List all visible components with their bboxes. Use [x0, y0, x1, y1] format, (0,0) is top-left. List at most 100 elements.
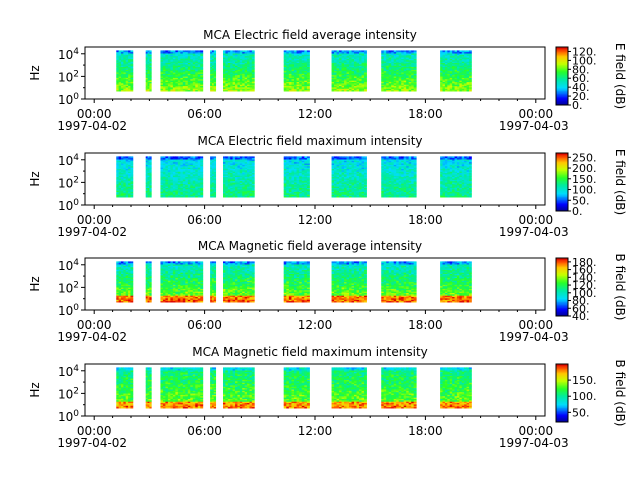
heatmap-cell: [291, 156, 294, 158]
panel-title: MCA Electric field maximum intensity: [197, 134, 422, 148]
heatmap-cell: [457, 50, 460, 52]
heatmap-cell: [175, 156, 178, 158]
heatmap-cell: [190, 156, 193, 158]
heatmap-cell: [195, 50, 198, 52]
heatmap-cell: [247, 156, 250, 158]
heatmap-cell: [252, 50, 255, 52]
heatmap-cell: [247, 50, 250, 52]
heatmap-cell: [401, 50, 404, 52]
heatmap-cell: [225, 156, 228, 158]
heatmap-cell: [130, 50, 133, 52]
heatmap-cell: [462, 50, 465, 52]
heatmap-cell: [252, 156, 255, 158]
heatmap-cell: [223, 50, 226, 52]
heatmap-cell: [121, 156, 124, 158]
heatmap-cell: [230, 50, 233, 52]
heatmap-cell: [116, 50, 119, 52]
heatmap-cell: [362, 50, 365, 52]
heatmap-cell: [450, 50, 453, 52]
heatmap-cell: [193, 156, 196, 158]
heatmap-cell: [404, 50, 407, 52]
heatmap-cell: [237, 50, 240, 52]
heatmap-cell: [149, 156, 151, 158]
y-tick-label: 102: [58, 69, 79, 84]
spectrogram-panel: MCA Electric field average intensity1001…: [28, 28, 627, 133]
heatmap-cell: [406, 50, 409, 52]
heatmap-cell: [469, 50, 472, 52]
heatmap-cell: [185, 156, 188, 158]
heatmap-cell: [294, 156, 297, 158]
heatmap-cell: [459, 50, 462, 52]
heatmap-cell: [173, 50, 176, 52]
panel-title: MCA Electric field average intensity: [203, 28, 417, 42]
heatmap-cell: [173, 156, 176, 158]
heatmap-cell: [455, 50, 458, 52]
heatmap-cell: [297, 50, 300, 52]
heatmap-cell: [291, 50, 294, 52]
heatmap-cell: [128, 50, 131, 52]
heatmap-cell: [467, 50, 470, 52]
colorbar-tick-label: 120.: [572, 45, 597, 58]
heatmap-cell: [452, 50, 455, 52]
heatmap-cell: [130, 156, 133, 158]
plot-frame: [85, 47, 545, 99]
heatmap-cell: [160, 156, 163, 158]
heatmap-cell: [307, 156, 310, 158]
y-axis-label: Hz: [28, 65, 42, 80]
heatmap-cell: [126, 156, 129, 158]
heatmap-cell: [119, 50, 122, 52]
heatmap-cell: [347, 50, 350, 52]
heatmap-cell: [411, 50, 414, 52]
colorbar: 0.20.40.60.80.100.120.E field (dB): [556, 43, 627, 112]
x-tick-label: 18:00: [408, 107, 443, 121]
heatmap-cell: [354, 50, 357, 52]
heatmap-cell: [225, 50, 228, 52]
heatmap-cell: [242, 50, 245, 52]
heatmap-cell: [180, 50, 183, 52]
heatmap-cell: [342, 50, 345, 52]
heatmap-cell: [175, 50, 178, 52]
heatmap-cell: [364, 50, 367, 52]
heatmap-cell: [286, 50, 289, 52]
colorbar-label: E field (dB): [613, 43, 627, 109]
heatmap-cell: [183, 50, 186, 52]
heatmap-cell: [178, 156, 181, 158]
x-date-label: 1997-04-03: [499, 119, 569, 133]
heatmap-cell: [384, 156, 387, 158]
heatmap-cell: [214, 156, 216, 158]
heatmap-cell: [249, 156, 252, 158]
heatmap-cell: [235, 156, 238, 158]
heatmap-cell: [185, 50, 188, 52]
heatmap-cell: [190, 50, 193, 52]
heatmap-cell: [307, 50, 310, 52]
heatmap-cell: [188, 156, 191, 158]
heatmap-cell: [334, 50, 337, 52]
heatmap-cells: [116, 50, 472, 91]
heatmap-cell: [289, 156, 292, 158]
heatmap-cell: [163, 50, 166, 52]
heatmap-cell: [357, 50, 360, 52]
heatmap-cell: [286, 156, 289, 158]
heatmap-cell: [299, 156, 302, 158]
heatmap-cell: [116, 156, 119, 158]
heatmap-cell: [168, 156, 171, 158]
heatmap-cell: [396, 50, 399, 52]
heatmap-cell: [242, 156, 245, 158]
heatmap-cell: [200, 156, 203, 158]
y-tick-label: 104: [58, 47, 79, 62]
heatmap-cell: [339, 50, 342, 52]
heatmap-cell: [304, 50, 307, 52]
heatmap-cell: [233, 50, 236, 52]
heatmap-cell: [337, 156, 340, 158]
heatmap-cell: [364, 156, 367, 158]
heatmap-cell: [235, 50, 238, 52]
heatmap-cell: [304, 156, 307, 158]
heatmap-cell: [354, 156, 357, 158]
heatmap-cell: [440, 50, 443, 52]
heatmap-cell: [195, 156, 198, 158]
heatmap-cell: [357, 156, 360, 158]
heatmap-cell: [198, 156, 201, 158]
heatmap-cell: [121, 50, 124, 52]
heatmap-cell: [214, 50, 216, 52]
heatmap-cell: [394, 50, 397, 52]
